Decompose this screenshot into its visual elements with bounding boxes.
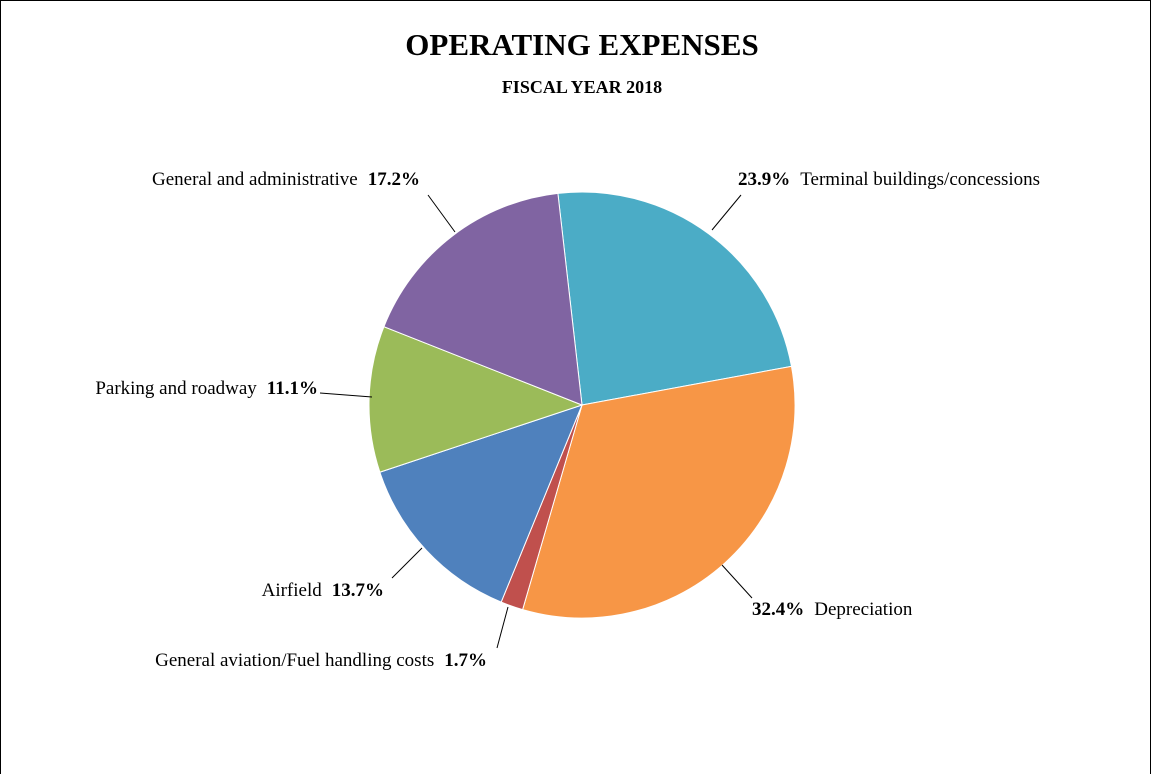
pie-slice (368, 326, 584, 473)
value-label: 13.7% (332, 580, 384, 601)
leader-line (427, 194, 456, 233)
chart-subtitle: FISCAL YEAR 2018 (502, 77, 662, 97)
leader-line (391, 547, 423, 579)
slice-label: Airfield 13.7% (262, 580, 384, 601)
category-label: Airfield (262, 580, 323, 601)
category-label: General aviation/Fuel handling costs (155, 650, 434, 671)
category-label: General and administrative (152, 169, 358, 190)
pie-slice (522, 365, 796, 619)
value-label: 23.9% (738, 169, 790, 190)
value-label: 1.7% (444, 650, 487, 671)
leader-line (711, 194, 742, 231)
slice-label: General aviation/Fuel handling costs 1.7% (155, 650, 487, 671)
pie-slice (383, 192, 583, 406)
slice-label: 32.4% Depreciation (752, 599, 913, 620)
pie-slice (379, 404, 583, 603)
category-label: Terminal buildings/concessions (800, 169, 1040, 190)
chart-title: OPERATING EXPENSES (405, 27, 758, 62)
category-label: Depreciation (814, 599, 913, 620)
leader-line (721, 564, 753, 599)
value-label: 11.1% (267, 378, 318, 399)
leader-line (319, 392, 373, 398)
slice-label: General and administrative 17.2% (152, 169, 420, 190)
value-label: 17.2% (368, 169, 420, 190)
value-label: 32.4% (752, 599, 804, 620)
leader-line (496, 606, 509, 649)
pie-slice (557, 191, 793, 406)
category-label: Parking and roadway (95, 378, 257, 399)
slice-label: 23.9% Terminal buildings/concessions (738, 169, 1040, 190)
slice-label: Parking and roadway 11.1% (95, 378, 318, 399)
